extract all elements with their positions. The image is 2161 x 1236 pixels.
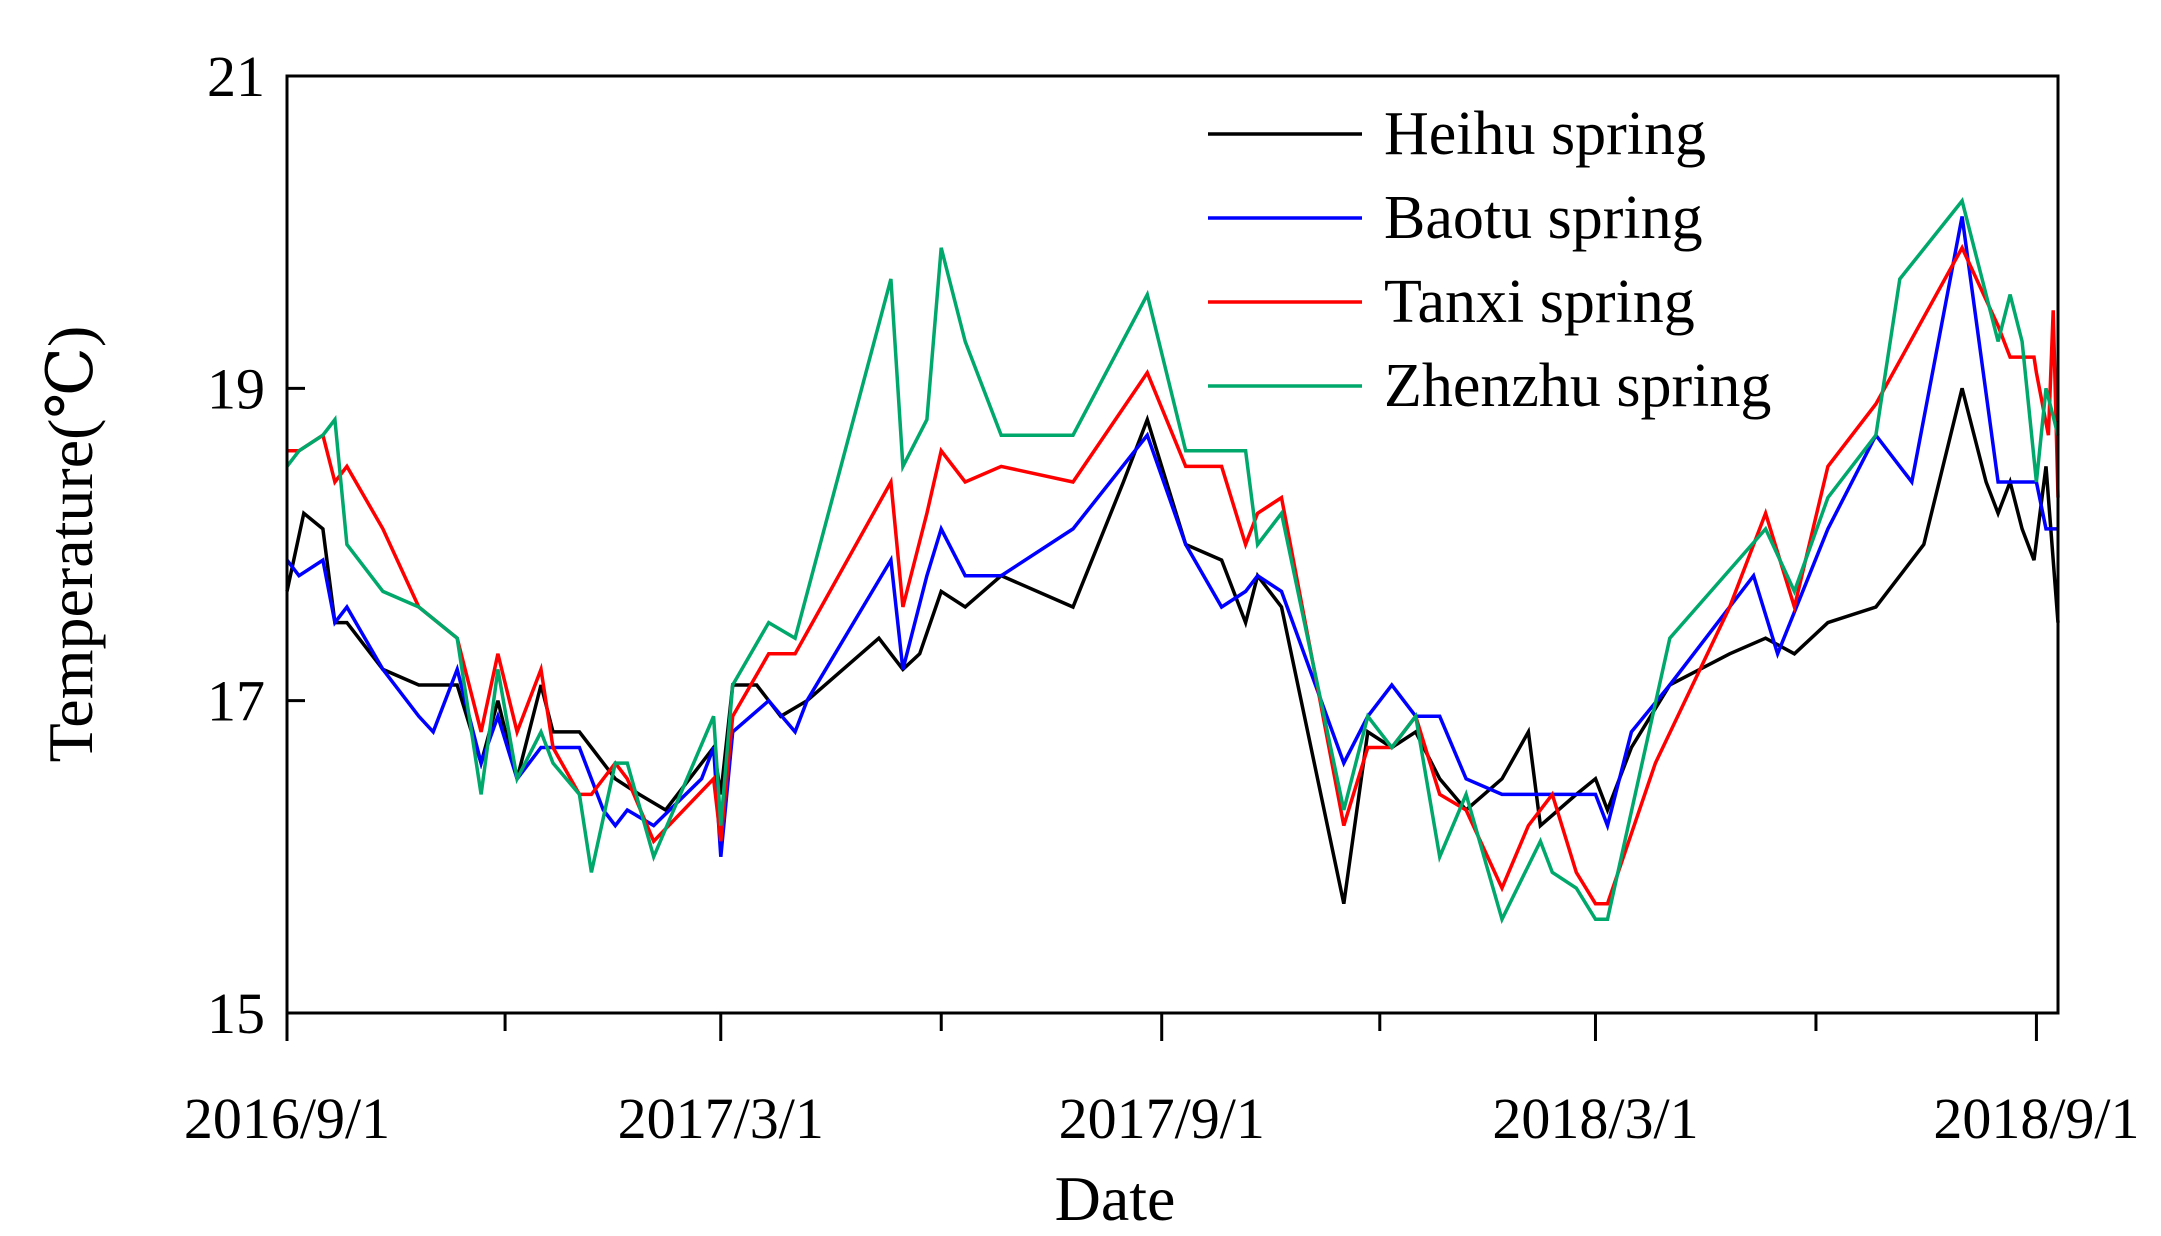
series-line-heihu-spring — [285, 387, 2060, 905]
series-layer — [285, 197, 2060, 925]
series-line-zhenzhu-spring — [285, 197, 2060, 925]
y-axis-title: Temperature(℃) — [35, 326, 106, 763]
legend-label: Tanxi spring — [1384, 268, 1695, 336]
x-tick-label: 2017/3/1 — [618, 1086, 824, 1151]
legend: Heihu spring Baotu spring Tanxi spring Zhen… — [1208, 100, 1771, 420]
legend-label: Heihu spring — [1384, 100, 1706, 168]
legend-label: Baotu spring — [1384, 184, 1703, 252]
legend-label: Zhenzhu spring — [1384, 352, 1771, 420]
plot-frame — [285, 74, 2060, 1015]
y-tick-label: 15 — [207, 981, 265, 1046]
x-axis-title: Date — [1055, 1163, 1176, 1234]
x-tick-label: 2018/9/1 — [1933, 1086, 2139, 1151]
series-line-tanxi-spring — [287, 243, 2060, 906]
y-tick-label: 19 — [207, 356, 265, 421]
tick-layer: 15 17 19 21 2016/9/1 2017/3/1 2017/9/1 2018/3/1… — [184, 44, 2140, 1151]
y-tick-label: 17 — [207, 669, 265, 734]
x-tick-label: 2016/9/1 — [184, 1086, 390, 1151]
x-tick-label: 2018/3/1 — [1492, 1086, 1698, 1151]
series-line-baotu-spring — [285, 216, 2058, 857]
x-tick-label: 2017/9/1 — [1059, 1086, 1265, 1151]
y-tick-label: 21 — [207, 44, 265, 109]
